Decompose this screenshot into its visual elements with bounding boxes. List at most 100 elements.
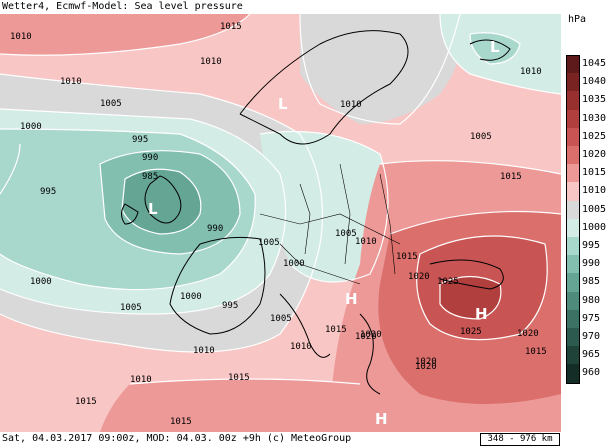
contour-label: 1015 xyxy=(525,347,547,357)
legend-swatch xyxy=(566,291,580,310)
contour-label: 995 xyxy=(132,135,148,145)
coast-italy xyxy=(279,293,331,358)
legend-swatch xyxy=(566,328,580,347)
legend-label: 1045 xyxy=(582,58,607,69)
contour-label: 1000 xyxy=(20,122,42,132)
legend-label: 1020 xyxy=(582,149,607,160)
contour-label: 1020 xyxy=(360,330,382,340)
contour-label: 1020 xyxy=(408,272,430,282)
contour-label: 985 xyxy=(142,172,158,182)
contour-label: 1015 xyxy=(325,325,347,335)
legend-label: 1005 xyxy=(582,203,607,215)
isobar-1020-e xyxy=(389,210,561,235)
high-centre-marker: H xyxy=(375,410,388,428)
legend-swatch xyxy=(566,164,580,183)
border-4 xyxy=(339,163,351,265)
contour-label: 1010 xyxy=(10,32,32,42)
border-2 xyxy=(279,243,361,285)
isobar-1005-scand xyxy=(299,14,461,125)
coast-greece xyxy=(359,313,381,395)
isobar-1005-west xyxy=(0,73,324,353)
legend-swatch xyxy=(566,127,580,146)
scale-label: 348 - 976 km xyxy=(487,434,553,444)
legend-label: 975 xyxy=(582,312,601,324)
band-1015-northwest xyxy=(0,14,250,56)
isobar-1025-e xyxy=(416,235,548,341)
band-1005-scandinavia xyxy=(300,14,463,124)
legend-swatch xyxy=(566,346,580,365)
contour-label: 1015 xyxy=(228,373,250,383)
high-centre-marker: H xyxy=(345,290,358,308)
coast-scandinavia xyxy=(239,30,409,145)
border-1 xyxy=(259,213,401,245)
contour-label: 1010 xyxy=(355,237,377,247)
low-centre-marker: L xyxy=(490,38,500,56)
band-1030-core xyxy=(440,276,501,319)
contour-label: 1015 xyxy=(396,252,418,262)
isobar-1030-e xyxy=(439,275,502,320)
border-3 xyxy=(299,183,311,255)
legend-label: 1035 xyxy=(582,94,607,106)
borders xyxy=(259,163,401,285)
contour-label: 1015 xyxy=(500,172,522,182)
isobar-985 xyxy=(121,168,202,235)
isobar-990 xyxy=(99,150,241,255)
isobar-1015-nw xyxy=(0,14,251,56)
contour-label: 995 xyxy=(222,301,238,311)
scale-bar: 348 - 976 km xyxy=(480,433,560,446)
isobar-edge-w xyxy=(0,143,21,195)
legend-label: 1000 xyxy=(582,221,607,233)
contour-label: 1020 xyxy=(415,362,437,372)
legend-swatch xyxy=(566,109,580,128)
contour-label: 1010 xyxy=(340,100,362,110)
legend-swatch xyxy=(566,73,580,92)
pressure-map: 1015 1010 1010 1005 1010 1000 995 990 98… xyxy=(0,14,561,432)
contour-label: 1025 xyxy=(437,277,459,287)
contour-label: 1005 xyxy=(335,229,357,239)
legend-swatch xyxy=(566,364,580,384)
legend-swatch xyxy=(566,309,580,328)
isobar-1000-west xyxy=(0,108,287,315)
isobar-1015-e xyxy=(379,160,561,175)
contour-label: 1010 xyxy=(200,57,222,67)
map-svg: 1015 1010 1010 1005 1010 1000 995 990 98… xyxy=(0,14,561,432)
contour-label: 1010 xyxy=(193,346,215,356)
isobar-1000-central xyxy=(259,130,389,283)
legend-label: 1015 xyxy=(582,167,607,179)
legend-label: 1030 xyxy=(582,112,607,124)
contour-label: 990 xyxy=(207,224,223,234)
contour-label: 1025 xyxy=(460,327,482,337)
coast-britain xyxy=(144,175,182,224)
contour-label: 1010 xyxy=(520,67,542,77)
legend-label: 1010 xyxy=(582,185,607,197)
contour-label: 1020 xyxy=(517,329,539,339)
legend-label: 990 xyxy=(582,258,601,270)
contour-label: 1005 xyxy=(470,132,492,142)
legend-swatch xyxy=(566,218,580,237)
contour-labels: 1015 1010 1010 1005 1010 1000 995 990 98… xyxy=(10,22,547,427)
legend-label: 965 xyxy=(582,349,601,361)
contour-label: 995 xyxy=(40,187,56,197)
contour-label: 1020 xyxy=(415,357,437,367)
isobar-995-ne xyxy=(469,32,521,65)
high-centre-marker: H xyxy=(475,305,488,323)
contour-label: 1010 xyxy=(60,77,82,87)
contour-label: 1015 xyxy=(170,417,192,427)
coast-north-russia xyxy=(469,39,511,61)
contour-label: 1000 xyxy=(30,277,52,287)
isobars xyxy=(0,14,561,385)
low-centre-marker: L xyxy=(148,200,158,218)
legend-swatch xyxy=(566,273,580,292)
legend-label: 995 xyxy=(582,240,601,251)
isobar-1015-s xyxy=(129,378,361,385)
legend-swatch xyxy=(566,200,580,219)
band-1015-south xyxy=(100,379,360,432)
contour-label: 990 xyxy=(142,153,158,163)
contour-label: 1005 xyxy=(100,99,122,109)
legend-label: 1025 xyxy=(582,130,607,142)
footer-info: Sat, 04.03.2017 09:00z, MOD: 04.03. 00z … xyxy=(2,433,352,444)
coast-france-iberia xyxy=(169,236,266,335)
legend-swatch xyxy=(566,182,580,201)
contour-label: 1010 xyxy=(130,375,152,385)
contour-label: 1005 xyxy=(120,303,142,313)
